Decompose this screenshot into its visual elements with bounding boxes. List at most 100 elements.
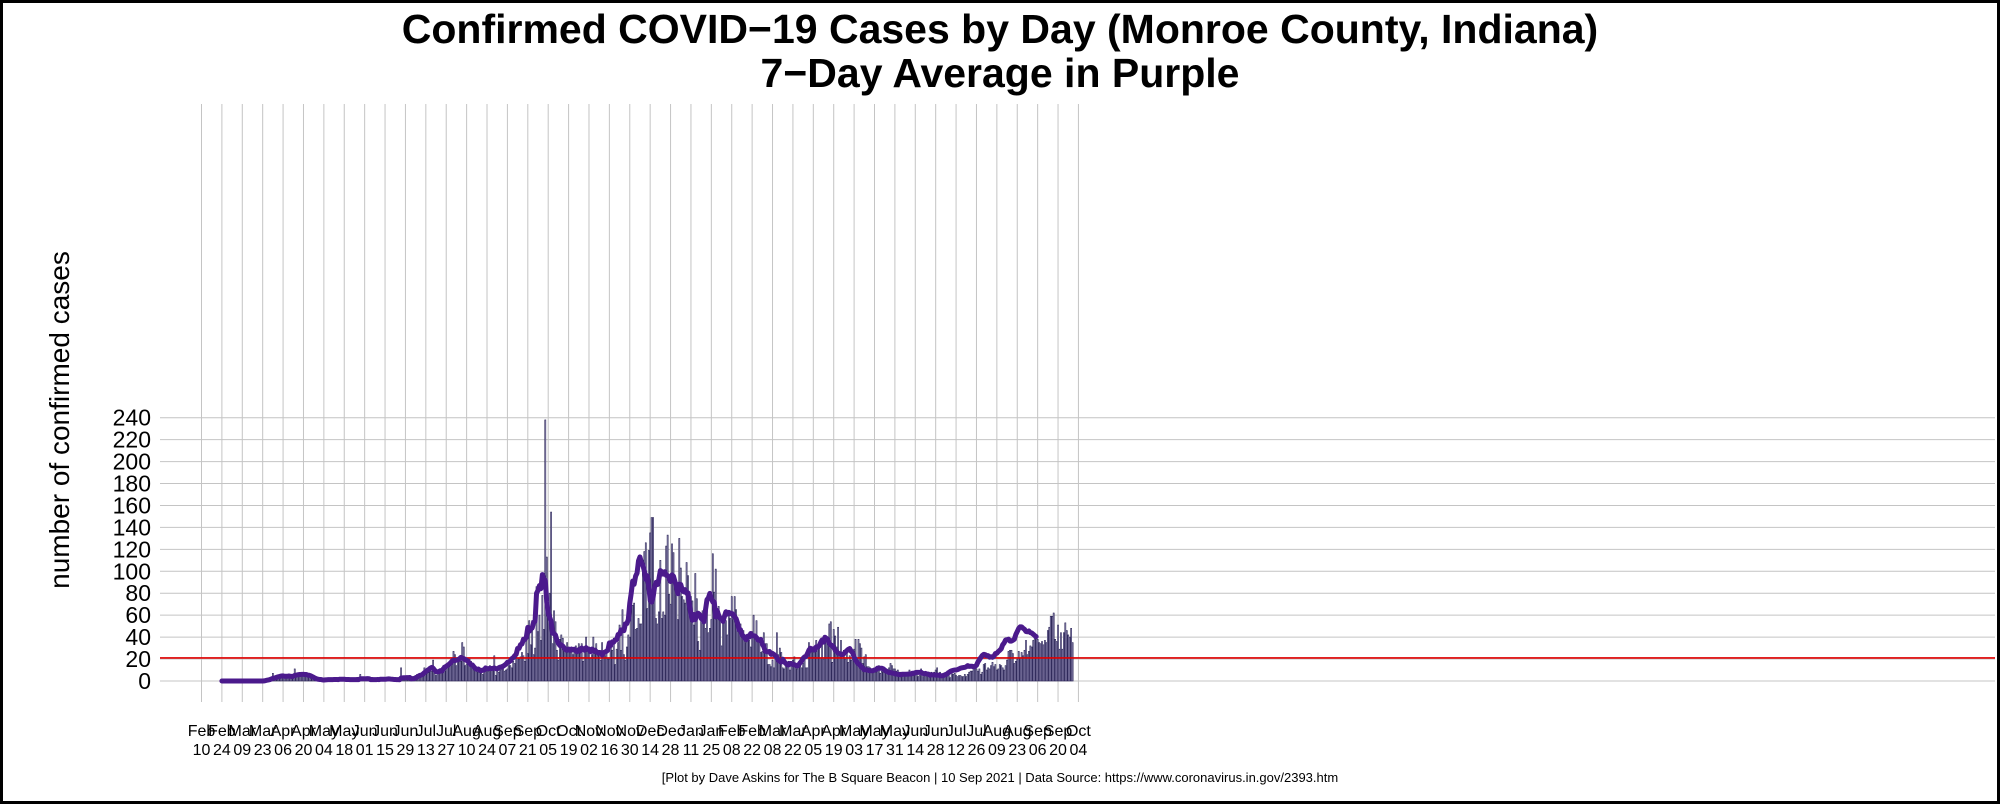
- daily-case-bar: [515, 656, 517, 682]
- x-tick-month: Dec: [636, 723, 664, 740]
- daily-case-bar: [1032, 640, 1035, 682]
- x-tick-day: 14: [906, 742, 924, 759]
- x-tick-month: Jun: [352, 723, 378, 740]
- daily-case-bar: [604, 655, 606, 682]
- x-tick-month: Apr: [271, 723, 297, 740]
- daily-case-bar: [714, 568, 717, 682]
- x-tick-day: 09: [988, 742, 1006, 759]
- daily-case-bar: [787, 660, 790, 682]
- daily-case-bar: [796, 668, 799, 682]
- daily-case-bar: [585, 636, 587, 682]
- daily-case-bar: [537, 631, 539, 682]
- x-tick-day: 30: [621, 742, 639, 759]
- daily-case-bar: [832, 629, 835, 682]
- daily-case-bar: [1065, 630, 1068, 682]
- x-tick-day: 24: [213, 742, 231, 759]
- daily-case-bar: [598, 649, 601, 682]
- daily-case-bar: [1042, 644, 1045, 682]
- daily-case-bar: [589, 657, 592, 682]
- daily-case-bar: [790, 664, 793, 682]
- daily-case-bar: [1052, 612, 1055, 682]
- daily-case-bar: [975, 668, 978, 682]
- daily-case-bar: [1061, 648, 1064, 682]
- daily-case-bar: [1030, 646, 1033, 682]
- daily-case-bar: [695, 598, 698, 682]
- daily-case-bar: [427, 671, 430, 682]
- daily-case-bar: [825, 640, 828, 682]
- daily-case-bar: [971, 670, 973, 682]
- y-tick-label: 140: [113, 514, 151, 540]
- daily-case-bar: [1058, 648, 1061, 682]
- daily-bars: [221, 419, 1074, 682]
- daily-case-bar: [773, 667, 775, 682]
- daily-case-bar: [953, 673, 956, 682]
- daily-case-bar: [1038, 642, 1040, 682]
- daily-case-bar: [831, 662, 834, 682]
- daily-case-bar: [800, 667, 803, 682]
- daily-case-bar: [593, 653, 596, 682]
- daily-case-bar: [566, 642, 568, 682]
- daily-case-bar: [757, 639, 759, 682]
- daily-case-bar: [633, 602, 635, 682]
- x-tick-day: 29: [397, 742, 415, 759]
- daily-case-bar: [528, 620, 531, 682]
- daily-case-bar: [299, 676, 302, 682]
- daily-case-bar: [468, 658, 471, 682]
- x-tick-day: 23: [1008, 742, 1026, 759]
- daily-case-bar: [866, 666, 869, 682]
- daily-case-bar: [1028, 651, 1030, 682]
- daily-case-bar: [848, 655, 851, 682]
- x-tick-month: Nov: [575, 723, 603, 740]
- daily-case-bar: [985, 669, 988, 682]
- daily-case-bar: [875, 671, 877, 682]
- daily-case-bar: [617, 642, 619, 682]
- x-tick-month: Jun: [923, 723, 949, 740]
- daily-case-bar: [811, 651, 813, 682]
- average-line: [219, 554, 1039, 684]
- daily-case-bar: [693, 624, 695, 682]
- x-tick-day: 31: [886, 742, 904, 759]
- daily-case-bar: [838, 655, 841, 682]
- daily-case-bar: [694, 573, 697, 682]
- daily-case-bar: [556, 649, 558, 682]
- daily-case-bar: [647, 550, 650, 682]
- daily-case-bar: [777, 654, 780, 682]
- daily-case-bar: [793, 656, 796, 682]
- daily-case-bar: [882, 671, 885, 682]
- daily-case-bar: [1013, 663, 1016, 682]
- daily-case-bar: [990, 665, 992, 682]
- daily-case-bar: [609, 646, 612, 682]
- daily-case-bar: [799, 666, 802, 682]
- daily-case-bar: [827, 642, 829, 682]
- x-tick-day: 08: [764, 742, 782, 759]
- daily-case-bar: [746, 639, 749, 682]
- daily-case-bar: [1055, 641, 1058, 682]
- daily-case-bar: [601, 642, 603, 682]
- daily-case-bar: [1036, 639, 1039, 682]
- daily-case-bar: [430, 670, 433, 682]
- x-tick-month: Aug: [473, 723, 501, 740]
- daily-case-bar: [998, 664, 1001, 682]
- x-tick-day: 17: [866, 742, 884, 759]
- x-tick-month: May: [859, 723, 889, 740]
- y-tick-label: 20: [125, 646, 151, 672]
- daily-case-bar: [512, 660, 515, 682]
- daily-case-bar: [835, 646, 838, 682]
- daily-case-bar: [497, 671, 500, 682]
- daily-case-bar: [674, 584, 676, 682]
- y-tick-label: 120: [113, 536, 151, 562]
- daily-case-bar: [1019, 657, 1022, 682]
- daily-case-bar: [624, 659, 627, 682]
- daily-case-bar: [991, 662, 994, 682]
- daily-case-bar: [921, 676, 924, 682]
- daily-case-bar: [709, 628, 711, 682]
- daily-case-bar: [655, 618, 657, 682]
- daily-case-bar: [580, 643, 583, 682]
- daily-case-bar: [582, 660, 585, 682]
- x-tick-month: Sep: [514, 723, 543, 740]
- daily-case-bar: [1051, 615, 1054, 682]
- daily-case-bar: [950, 673, 953, 682]
- daily-case-bar: [665, 545, 668, 682]
- daily-case-bar: [949, 677, 952, 682]
- daily-case-bar: [732, 619, 735, 682]
